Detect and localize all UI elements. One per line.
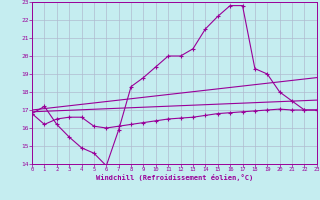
X-axis label: Windchill (Refroidissement éolien,°C): Windchill (Refroidissement éolien,°C) <box>96 174 253 181</box>
